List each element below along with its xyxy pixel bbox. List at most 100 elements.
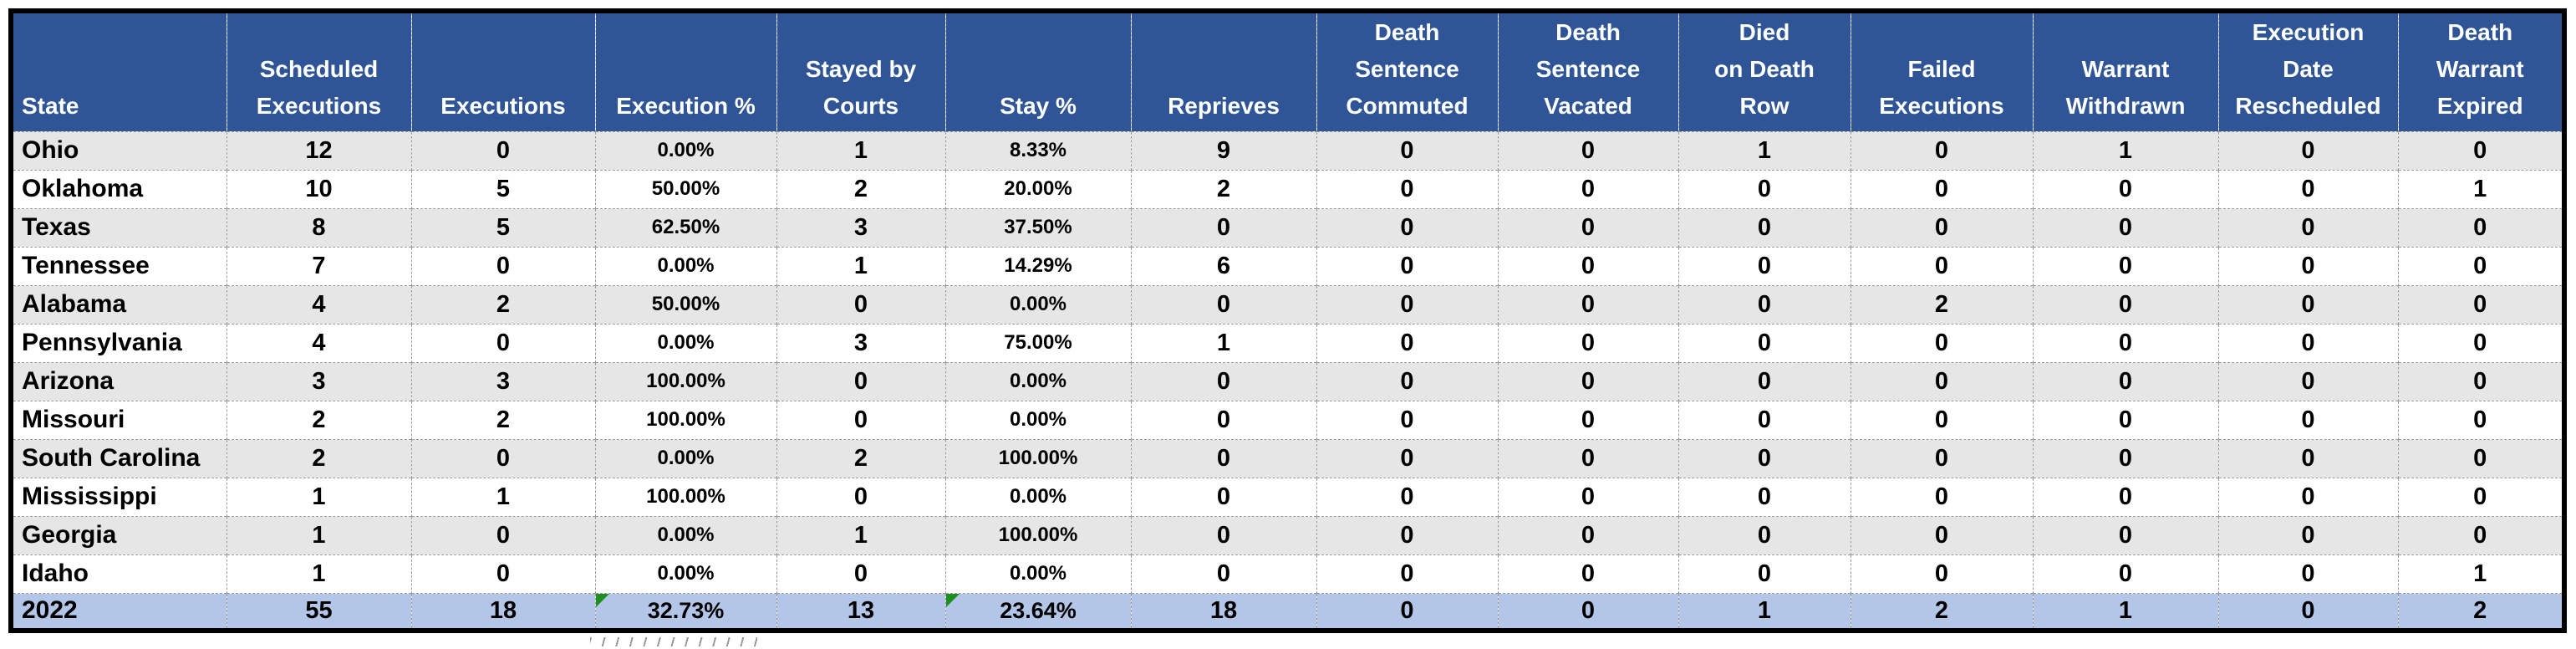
cell-executions[interactable]: 0 <box>411 515 596 554</box>
cell-died-on-death-row[interactable]: 0 <box>1678 554 1851 593</box>
cell-execution-pct[interactable]: 0.00% <box>595 323 777 362</box>
cell-stayed-by-courts[interactable]: 3 <box>776 323 946 362</box>
cell-executions[interactable]: 3 <box>411 361 596 401</box>
cell-reprieves[interactable]: 9 <box>1131 130 1317 170</box>
cell-execution-date-rescheduled[interactable]: 0 <box>2218 477 2399 516</box>
cell-died-on-death-row[interactable]: 0 <box>1678 323 1851 362</box>
cell-death-sentence-vacated[interactable]: 0 <box>1498 284 1679 324</box>
cell-failed-executions[interactable]: 0 <box>1851 323 2034 362</box>
cell-execution-date-rescheduled[interactable]: 0 <box>2218 438 2399 478</box>
cell-warrant-withdrawn[interactable]: 0 <box>2033 323 2219 362</box>
cell-execution-date-rescheduled[interactable]: 0 <box>2218 284 2399 324</box>
state-cell[interactable]: Pennsylvania <box>11 323 227 362</box>
cell-reprieves[interactable]: 2 <box>1131 169 1317 208</box>
cell-warrant-withdrawn[interactable]: 0 <box>2033 207 2219 247</box>
state-cell[interactable]: Arizona <box>11 361 227 401</box>
cell-death-warrant-expired[interactable]: 0 <box>2398 361 2564 401</box>
cell-death-sentence-vacated[interactable]: 0 <box>1498 400 1679 439</box>
cell-warrant-withdrawn[interactable]: 0 <box>2033 477 2219 516</box>
cell-stayed-by-courts[interactable]: 1 <box>776 515 946 554</box>
cell-death-sentence-vacated[interactable]: 0 <box>1498 323 1679 362</box>
cell-scheduled-executions[interactable]: 1 <box>227 554 412 593</box>
column-header-stayed-by-courts[interactable]: Stayed by Courts <box>776 11 946 132</box>
cell-failed-executions[interactable]: 0 <box>1851 477 2034 516</box>
cell-failed-executions[interactable]: 0 <box>1851 361 2034 401</box>
cell-death-sentence-vacated[interactable]: 0 <box>1498 207 1679 247</box>
cell-execution-date-rescheduled[interactable]: 0 <box>2218 207 2399 247</box>
cell-executions[interactable]: 0 <box>411 554 596 593</box>
cell-died-on-death-row[interactable]: 0 <box>1678 438 1851 478</box>
cell-warrant-withdrawn[interactable]: 0 <box>2033 169 2219 208</box>
cell-stay-pct[interactable]: 75.00% <box>945 323 1132 362</box>
cell-death-sentence-commuted[interactable]: 0 <box>1316 592 1499 631</box>
cell-stayed-by-courts[interactable]: 0 <box>776 400 946 439</box>
state-cell[interactable]: Idaho <box>11 554 227 593</box>
cell-failed-executions[interactable]: 0 <box>1851 246 2034 285</box>
column-header-executions[interactable]: Executions <box>411 11 596 132</box>
column-header-warrant-withdrawn[interactable]: Warrant Withdrawn <box>2033 11 2219 132</box>
cell-stay-pct[interactable]: 0.00% <box>945 284 1132 324</box>
state-cell[interactable]: Ohio <box>11 130 227 170</box>
cell-stayed-by-courts[interactable]: 2 <box>776 438 946 478</box>
cell-executions[interactable]: 5 <box>411 207 596 247</box>
cell-reprieves[interactable]: 0 <box>1131 207 1317 247</box>
cell-reprieves[interactable]: 0 <box>1131 515 1317 554</box>
cell-execution-pct[interactable]: 50.00% <box>595 284 777 324</box>
cell-died-on-death-row[interactable]: 0 <box>1678 400 1851 439</box>
cell-stayed-by-courts[interactable]: 1 <box>776 246 946 285</box>
cell-death-sentence-vacated[interactable]: 0 <box>1498 169 1679 208</box>
cell-scheduled-executions[interactable]: 8 <box>227 207 412 247</box>
cell-scheduled-executions[interactable]: 3 <box>227 361 412 401</box>
cell-executions[interactable]: 18 <box>411 592 596 631</box>
cell-executions[interactable]: 2 <box>411 400 596 439</box>
cell-died-on-death-row[interactable]: 0 <box>1678 207 1851 247</box>
cell-warrant-withdrawn[interactable]: 0 <box>2033 438 2219 478</box>
cell-reprieves[interactable]: 0 <box>1131 477 1317 516</box>
column-header-death-warrant-expired[interactable]: Death Warrant Expired <box>2398 11 2564 132</box>
column-header-died-on-death-row[interactable]: Died on Death Row <box>1678 11 1851 132</box>
cell-died-on-death-row[interactable]: 0 <box>1678 169 1851 208</box>
cell-execution-pct[interactable]: 62.50% <box>595 207 777 247</box>
cell-stay-pct[interactable]: 100.00% <box>945 438 1132 478</box>
cell-death-warrant-expired[interactable]: 0 <box>2398 323 2564 362</box>
cell-scheduled-executions[interactable]: 10 <box>227 169 412 208</box>
state-cell[interactable]: Oklahoma <box>11 169 227 208</box>
cell-execution-date-rescheduled[interactable]: 0 <box>2218 246 2399 285</box>
cell-execution-date-rescheduled[interactable]: 0 <box>2218 130 2399 170</box>
cell-stayed-by-courts[interactable]: 0 <box>776 361 946 401</box>
cell-execution-pct[interactable]: 50.00% <box>595 169 777 208</box>
cell-death-sentence-vacated[interactable]: 0 <box>1498 592 1679 631</box>
cell-stay-pct[interactable]: 14.29% <box>945 246 1132 285</box>
cell-death-sentence-vacated[interactable]: 0 <box>1498 477 1679 516</box>
state-cell[interactable]: Missouri <box>11 400 227 439</box>
cell-scheduled-executions[interactable]: 4 <box>227 284 412 324</box>
state-cell[interactable]: 2022 <box>11 592 227 631</box>
cell-died-on-death-row[interactable]: 0 <box>1678 284 1851 324</box>
cell-failed-executions[interactable]: 0 <box>1851 400 2034 439</box>
cell-stay-pct[interactable]: 23.64% <box>945 592 1132 631</box>
cell-scheduled-executions[interactable]: 55 <box>227 592 412 631</box>
cell-died-on-death-row[interactable]: 1 <box>1678 130 1851 170</box>
column-header-failed-executions[interactable]: Failed Executions <box>1851 11 2034 132</box>
cell-death-warrant-expired[interactable]: 0 <box>2398 477 2564 516</box>
cell-failed-executions[interactable]: 0 <box>1851 438 2034 478</box>
column-header-death-sentence-commuted[interactable]: Death Sentence Commuted <box>1316 11 1499 132</box>
cell-warrant-withdrawn[interactable]: 0 <box>2033 554 2219 593</box>
column-header-reprieves[interactable]: Reprieves <box>1131 11 1317 132</box>
cell-death-warrant-expired[interactable]: 0 <box>2398 207 2564 247</box>
cell-scheduled-executions[interactable]: 7 <box>227 246 412 285</box>
cell-died-on-death-row[interactable]: 0 <box>1678 477 1851 516</box>
cell-death-sentence-commuted[interactable]: 0 <box>1316 361 1499 401</box>
cell-execution-date-rescheduled[interactable]: 0 <box>2218 515 2399 554</box>
cell-failed-executions[interactable]: 0 <box>1851 207 2034 247</box>
cell-failed-executions[interactable]: 0 <box>1851 130 2034 170</box>
cell-warrant-withdrawn[interactable]: 0 <box>2033 515 2219 554</box>
cell-executions[interactable]: 0 <box>411 130 596 170</box>
cell-scheduled-executions[interactable]: 4 <box>227 323 412 362</box>
cell-stay-pct[interactable]: 100.00% <box>945 515 1132 554</box>
cell-executions[interactable]: 1 <box>411 477 596 516</box>
cell-stay-pct[interactable]: 0.00% <box>945 554 1132 593</box>
cell-death-sentence-commuted[interactable]: 0 <box>1316 246 1499 285</box>
cell-execution-date-rescheduled[interactable]: 0 <box>2218 592 2399 631</box>
cell-execution-date-rescheduled[interactable]: 0 <box>2218 169 2399 208</box>
